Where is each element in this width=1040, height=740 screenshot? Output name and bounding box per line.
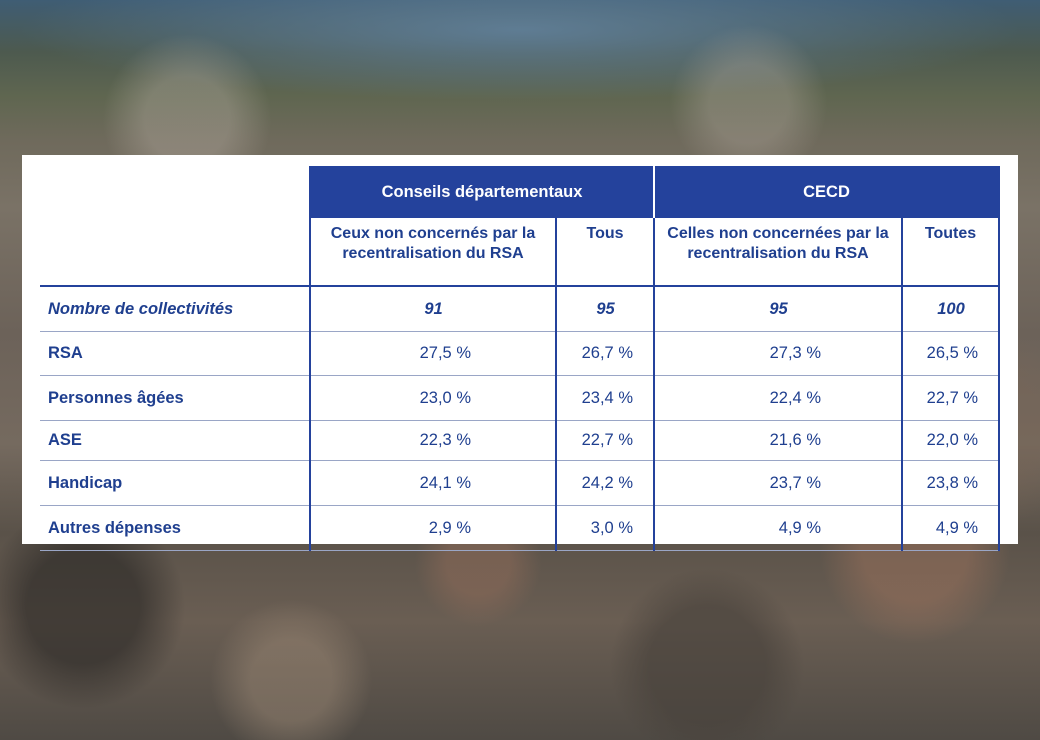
row-label: Nombre de collectivités: [40, 286, 310, 332]
cell-value: 27,5 %: [309, 331, 556, 376]
cell-value: 100: [900, 286, 1001, 332]
table-row: Personnes âgées 23,0 % 23,4 % 22,4 % 22,…: [40, 375, 1001, 421]
table-row: ASE 22,3 % 22,7 % 21,6 % 22,0 %: [40, 420, 1001, 461]
subheader-cecd-toutes: Toutes: [900, 218, 1001, 287]
row-label: Autres dépenses: [40, 505, 310, 551]
group-header-cecd: CECD: [652, 166, 1001, 218]
cell-value: 23,0 %: [309, 375, 556, 421]
table-row: RSA 27,5 % 26,7 % 27,3 % 26,5 %: [40, 331, 1001, 376]
row-label: Personnes âgées: [40, 375, 310, 421]
empty-corner-cell: [40, 166, 310, 218]
cell-value: 22,3 %: [309, 420, 556, 461]
table-row: Nombre de collectivités 91 95 95 100: [40, 286, 1001, 332]
empty-label-cell: [40, 218, 310, 287]
cell-value: 22,7 %: [900, 375, 1001, 421]
cell-value: 95: [653, 286, 902, 332]
cell-value: 2,9 %: [309, 505, 556, 551]
group-header-row: Conseils départementaux CECD: [40, 166, 1001, 218]
cell-value: 4,9 %: [900, 505, 1001, 551]
cell-value: 23,4 %: [555, 375, 654, 421]
row-label: Handicap: [40, 460, 310, 506]
cell-value: 26,7 %: [555, 331, 654, 376]
group-header-conseils: Conseils départementaux: [309, 166, 654, 218]
row-label: ASE: [40, 420, 310, 461]
cell-value: 91: [309, 286, 556, 332]
subheader-conseils-non-concernes: Ceux non concernés par la recentralisati…: [309, 218, 556, 287]
spending-table: Conseils départementaux CECD Ceux non co…: [40, 166, 1001, 551]
cell-value: 27,3 %: [653, 331, 902, 376]
table-card: Conseils départementaux CECD Ceux non co…: [22, 155, 1018, 551]
table-row: Autres dépenses 2,9 % 3,0 % 4,9 % 4,9 %: [40, 505, 1001, 551]
row-label: RSA: [40, 331, 310, 376]
table-row: Handicap 24,1 % 24,2 % 23,7 % 23,8 %: [40, 460, 1001, 506]
cell-value: 22,4 %: [653, 375, 902, 421]
cell-value: 22,0 %: [900, 420, 1001, 461]
cell-value: 26,5 %: [900, 331, 1001, 376]
cell-value: 24,2 %: [555, 460, 654, 506]
cell-value: 21,6 %: [653, 420, 902, 461]
subheader-cecd-non-concernees: Celles non concernées par la recentralis…: [653, 218, 902, 287]
cell-value: 95: [555, 286, 654, 332]
cell-value: 4,9 %: [653, 505, 902, 551]
sub-header-row: Ceux non concernés par la recentralisati…: [40, 218, 1001, 287]
cell-value: 22,7 %: [555, 420, 654, 461]
cell-value: 23,7 %: [653, 460, 902, 506]
subheader-conseils-tous: Tous: [555, 218, 654, 287]
cell-value: 23,8 %: [900, 460, 1001, 506]
cell-value: 3,0 %: [555, 505, 654, 551]
cell-value: 24,1 %: [309, 460, 556, 506]
